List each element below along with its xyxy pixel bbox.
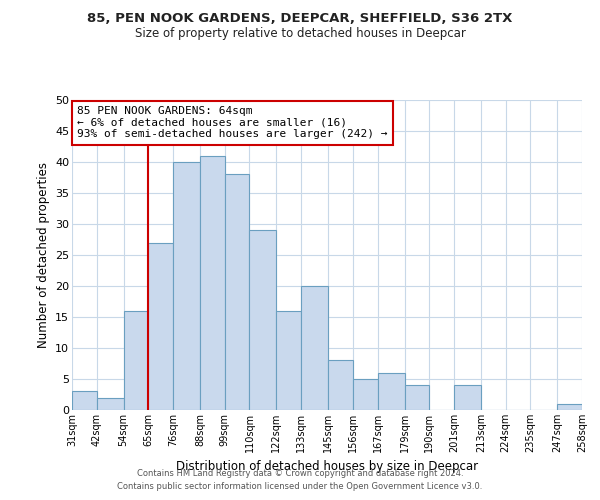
Bar bbox=[72, 392, 97, 410]
Bar bbox=[557, 404, 582, 410]
Bar bbox=[353, 379, 377, 410]
Bar bbox=[404, 385, 429, 410]
X-axis label: Distribution of detached houses by size in Deepcar: Distribution of detached houses by size … bbox=[176, 460, 478, 473]
Y-axis label: Number of detached properties: Number of detached properties bbox=[37, 162, 50, 348]
Bar bbox=[377, 373, 404, 410]
Bar bbox=[148, 242, 173, 410]
Bar bbox=[301, 286, 328, 410]
Text: Size of property relative to detached houses in Deepcar: Size of property relative to detached ho… bbox=[134, 28, 466, 40]
Text: 85, PEN NOOK GARDENS, DEEPCAR, SHEFFIELD, S36 2TX: 85, PEN NOOK GARDENS, DEEPCAR, SHEFFIELD… bbox=[88, 12, 512, 26]
Bar bbox=[200, 156, 225, 410]
Text: Contains HM Land Registry data © Crown copyright and database right 2024.: Contains HM Land Registry data © Crown c… bbox=[137, 468, 463, 477]
Bar bbox=[250, 230, 277, 410]
Bar bbox=[124, 311, 148, 410]
Bar bbox=[225, 174, 250, 410]
Bar bbox=[277, 311, 301, 410]
Bar bbox=[173, 162, 200, 410]
Bar bbox=[454, 385, 481, 410]
Text: Contains public sector information licensed under the Open Government Licence v3: Contains public sector information licen… bbox=[118, 482, 482, 491]
Text: 85 PEN NOOK GARDENS: 64sqm
← 6% of detached houses are smaller (16)
93% of semi-: 85 PEN NOOK GARDENS: 64sqm ← 6% of detac… bbox=[77, 106, 388, 140]
Bar bbox=[97, 398, 124, 410]
Bar bbox=[328, 360, 353, 410]
